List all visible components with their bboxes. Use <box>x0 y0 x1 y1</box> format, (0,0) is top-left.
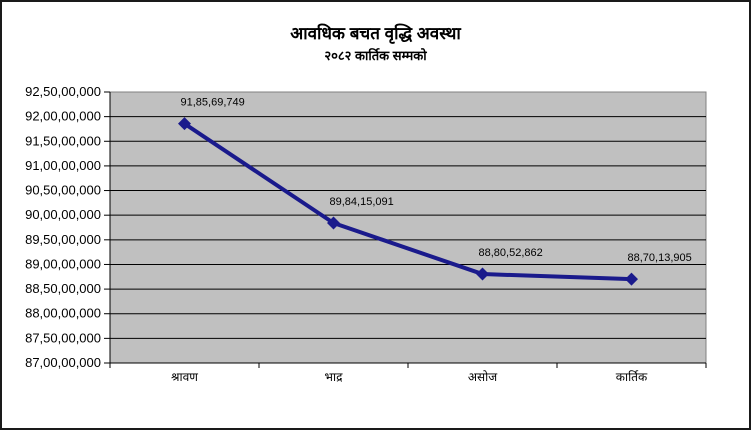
x-axis-label: भाद्र <box>325 370 344 384</box>
y-axis-label: 92,00,00,000 <box>25 109 101 124</box>
x-axis-label: कार्तिक <box>616 370 648 384</box>
y-axis-label: 91,50,00,000 <box>25 133 101 148</box>
y-axis-label: 89,00,00,000 <box>25 256 101 271</box>
plot-area <box>109 91 707 364</box>
y-axis-label: 90,50,00,000 <box>25 183 101 198</box>
y-axis-label: 88,00,00,000 <box>25 306 101 321</box>
series-line <box>182 121 634 282</box>
x-axis-label: श्रावण <box>171 370 198 384</box>
y-axis-label: 91,00,00,000 <box>25 158 101 173</box>
y-axis-label: 90,00,00,000 <box>25 207 101 222</box>
y-axis-label: 92,50,00,000 <box>25 84 101 99</box>
data-point-marker <box>327 216 340 230</box>
data-point-marker <box>625 272 638 286</box>
data-point-marker <box>476 267 489 281</box>
y-axis-label: 87,50,00,000 <box>25 330 101 345</box>
data-point-label: 88,70,13,905 <box>628 252 692 264</box>
y-axis-label: 87,00,00,000 <box>25 355 101 370</box>
y-axis-label: 88,50,00,000 <box>25 281 101 296</box>
chart-subtitle: २०८२ कार्तिक सम्मको <box>324 48 427 63</box>
data-point-marker <box>178 117 191 131</box>
y-axis-label: 89,50,00,000 <box>25 232 101 247</box>
x-axis-label: असोज <box>468 370 498 384</box>
data-point-label: 88,80,52,862 <box>479 247 543 259</box>
data-point-label: 91,85,69,749 <box>181 97 245 109</box>
data-point-label: 89,84,15,091 <box>330 196 394 208</box>
chart-title: आवधिक बचत वृद्धि अवस्था <box>290 24 461 43</box>
